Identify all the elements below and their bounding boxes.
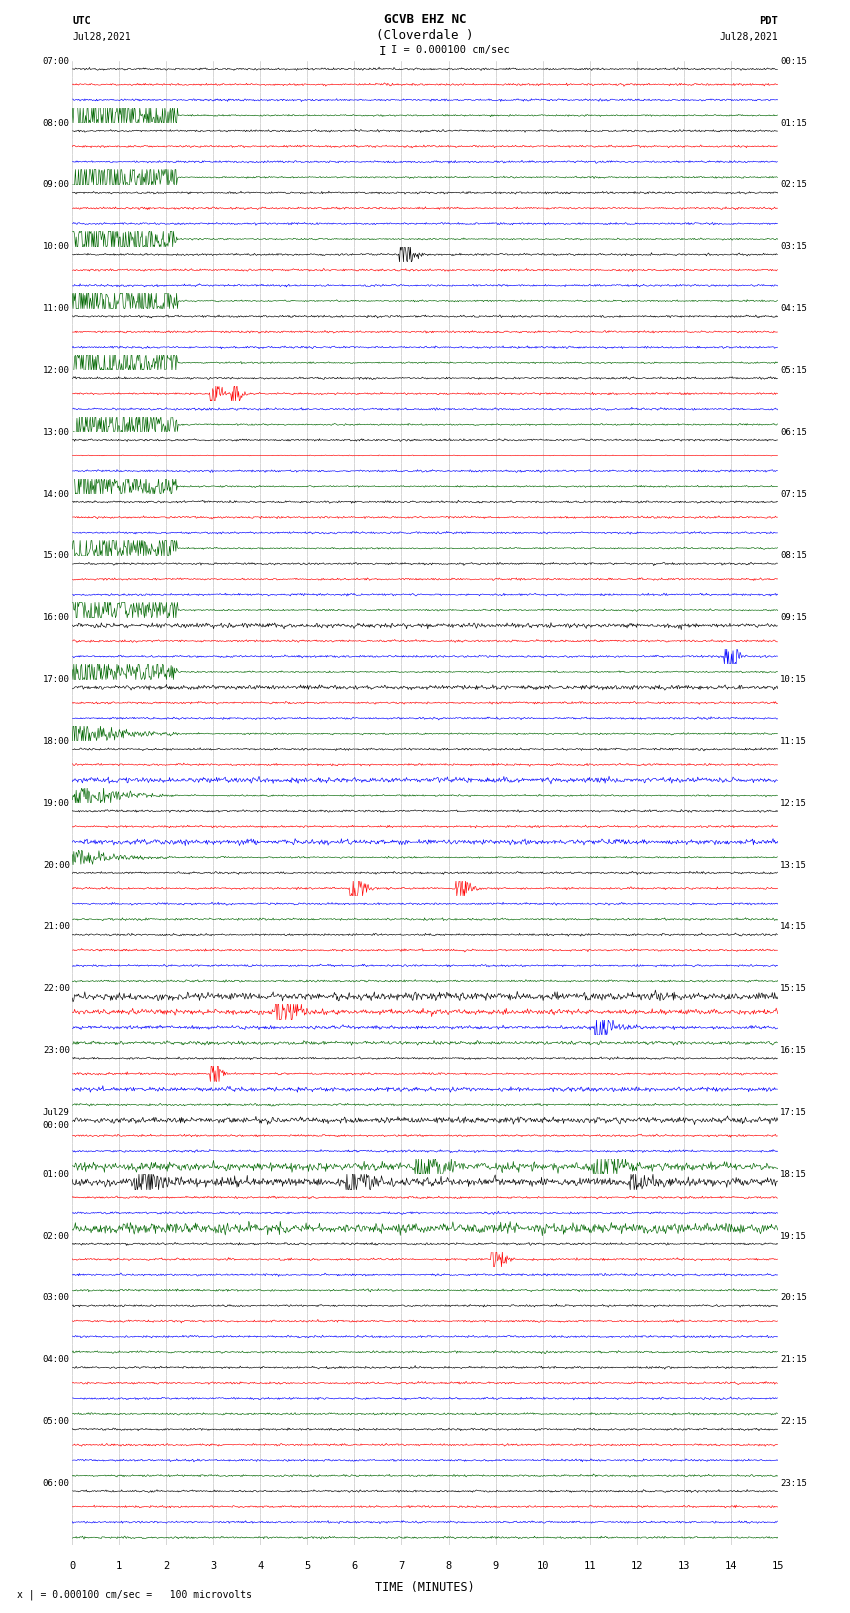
Text: 21:15: 21:15: [780, 1355, 808, 1365]
Text: 8: 8: [445, 1561, 451, 1571]
Text: 09:15: 09:15: [780, 613, 808, 623]
Text: 03:15: 03:15: [780, 242, 808, 252]
Text: 22:15: 22:15: [780, 1418, 808, 1426]
Text: 09:00: 09:00: [42, 181, 70, 189]
Text: 11: 11: [583, 1561, 596, 1571]
Text: 10:15: 10:15: [780, 676, 808, 684]
Text: 00:15: 00:15: [780, 56, 808, 66]
Text: 1: 1: [116, 1561, 122, 1571]
Text: 08:15: 08:15: [780, 552, 808, 560]
Text: 03:00: 03:00: [42, 1294, 70, 1302]
Text: 12:00: 12:00: [42, 366, 70, 374]
Text: 17:00: 17:00: [42, 676, 70, 684]
Text: 10: 10: [536, 1561, 549, 1571]
Text: 11:00: 11:00: [42, 305, 70, 313]
Text: I = 0.000100 cm/sec: I = 0.000100 cm/sec: [391, 45, 510, 55]
Text: 22:00: 22:00: [42, 984, 70, 994]
Text: 11:15: 11:15: [780, 737, 808, 745]
Text: 04:15: 04:15: [780, 305, 808, 313]
Text: 13: 13: [677, 1561, 690, 1571]
Text: 23:00: 23:00: [42, 1047, 70, 1055]
Text: 13:00: 13:00: [42, 427, 70, 437]
Text: 6: 6: [351, 1561, 358, 1571]
Text: 00:00: 00:00: [42, 1121, 70, 1129]
Text: x | = 0.000100 cm/sec =   100 microvolts: x | = 0.000100 cm/sec = 100 microvolts: [17, 1589, 252, 1600]
Text: 01:00: 01:00: [42, 1169, 70, 1179]
Text: 06:00: 06:00: [42, 1479, 70, 1487]
Text: 3: 3: [210, 1561, 217, 1571]
Text: 05:15: 05:15: [780, 366, 808, 374]
Text: 21:00: 21:00: [42, 923, 70, 931]
Text: 06:15: 06:15: [780, 427, 808, 437]
Text: 14:15: 14:15: [780, 923, 808, 931]
Text: 02:00: 02:00: [42, 1232, 70, 1240]
Text: 07:15: 07:15: [780, 490, 808, 498]
Text: 0: 0: [69, 1561, 76, 1571]
Text: 15:15: 15:15: [780, 984, 808, 994]
Text: 23:15: 23:15: [780, 1479, 808, 1487]
Text: 05:00: 05:00: [42, 1418, 70, 1426]
Text: 07:00: 07:00: [42, 56, 70, 66]
Text: 4: 4: [258, 1561, 264, 1571]
Text: (Cloverdale ): (Cloverdale ): [377, 29, 473, 42]
Text: 17:15: 17:15: [780, 1108, 808, 1116]
Text: 14:00: 14:00: [42, 490, 70, 498]
Text: 02:15: 02:15: [780, 181, 808, 189]
Text: 18:00: 18:00: [42, 737, 70, 745]
Text: 19:00: 19:00: [42, 798, 70, 808]
Text: I: I: [379, 45, 386, 58]
Text: 5: 5: [304, 1561, 310, 1571]
Text: 12: 12: [631, 1561, 643, 1571]
Text: 01:15: 01:15: [780, 119, 808, 127]
Text: 04:00: 04:00: [42, 1355, 70, 1365]
Text: 14: 14: [724, 1561, 737, 1571]
Text: 15:00: 15:00: [42, 552, 70, 560]
Text: 2: 2: [163, 1561, 169, 1571]
Text: Jul29: Jul29: [42, 1108, 70, 1116]
Text: 15: 15: [772, 1561, 784, 1571]
Text: 08:00: 08:00: [42, 119, 70, 127]
Text: 20:00: 20:00: [42, 861, 70, 869]
Text: TIME (MINUTES): TIME (MINUTES): [375, 1581, 475, 1594]
Text: GCVB EHZ NC: GCVB EHZ NC: [383, 13, 467, 26]
Text: PDT: PDT: [759, 16, 778, 26]
Text: 9: 9: [492, 1561, 499, 1571]
Text: 13:15: 13:15: [780, 861, 808, 869]
Text: 18:15: 18:15: [780, 1169, 808, 1179]
Text: 19:15: 19:15: [780, 1232, 808, 1240]
Text: 16:15: 16:15: [780, 1047, 808, 1055]
Text: UTC: UTC: [72, 16, 91, 26]
Text: Jul28,2021: Jul28,2021: [719, 32, 778, 42]
Text: 10:00: 10:00: [42, 242, 70, 252]
Text: 7: 7: [399, 1561, 405, 1571]
Text: 16:00: 16:00: [42, 613, 70, 623]
Text: 20:15: 20:15: [780, 1294, 808, 1302]
Text: 12:15: 12:15: [780, 798, 808, 808]
Text: Jul28,2021: Jul28,2021: [72, 32, 131, 42]
